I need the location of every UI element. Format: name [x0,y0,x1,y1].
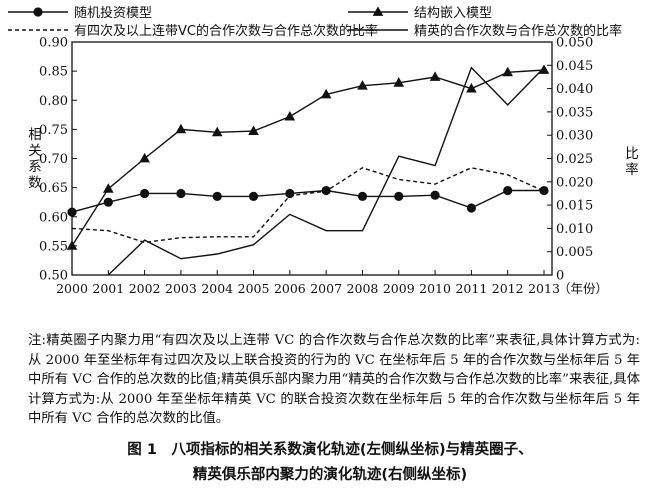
left-tick-label: 0.90 [39,36,68,51]
data-point [502,66,514,77]
data-point [140,188,150,199]
left-axis-label: 相关系数 [28,127,42,191]
left-tick-label: 0.60 [39,210,68,225]
left-tick-label: 0.85 [39,65,68,80]
axis-label-char: 率 [625,161,639,178]
data-point [139,152,150,163]
legend-marker [372,6,384,16]
data-point [248,191,259,201]
x-tick-label: 2011 [455,281,487,296]
data-point [357,80,368,90]
right-tick-label: 0.045 [556,59,593,74]
axis-label-char: 关 [28,143,42,159]
data-point [212,191,222,201]
figure-caption-line-1: 图 1 八项指标的相关系数演化轨迹(左侧纵坐标)与精英圈子、 [127,442,533,458]
data-point [357,191,368,201]
x-tick-label: 2002 [129,281,161,296]
axis-label-char: 数 [28,175,42,191]
x-tick-label: 2003 [165,281,197,296]
data-point [466,203,476,213]
data-point [284,110,296,121]
legend-label: 结构嵌入模型 [414,6,492,21]
x-tick-label: 2000 [56,281,88,296]
x-tick-label: 2012 [492,281,524,296]
right-tick-label: 0.050 [556,36,593,51]
x-tick-label: 2001 [92,281,124,296]
x-tick-label: 2008 [347,281,379,296]
axis-label-char: 比 [625,146,639,162]
legend-marker [33,7,43,17]
figure-caption-line-2: 精英俱乐部内聚力的演化轨迹(右侧纵坐标) [192,467,468,483]
data-point [103,197,113,207]
series-1 [67,185,549,217]
left-tick-label: 0.55 [39,239,68,254]
x-tick-label: 2006 [274,281,306,296]
right-tick-label: 0.015 [556,199,593,214]
data-point [430,190,440,200]
left-tick-label: 0.75 [39,123,68,138]
right-tick-label: 0.005 [556,245,593,260]
axis-label-char: 相 [28,127,42,143]
x-tick-label: 2005 [238,281,270,296]
data-point [248,125,259,136]
series-line [71,167,545,244]
right-tick-label: 0.040 [556,82,593,97]
series-line [71,69,545,247]
x-tick-label: 2010 [419,281,451,296]
data-point [538,64,550,74]
series-line [107,66,545,276]
data-point [66,240,78,250]
legend-item-2: 结构嵌入模型 [348,6,492,21]
right-tick-label: 0.030 [556,129,593,144]
data-point [67,207,77,217]
data-point [503,185,513,196]
axis-label-char: 系 [28,159,42,175]
data-point [320,88,332,99]
right-tick-label: 0 [556,269,564,284]
data-point [176,188,186,199]
data-point [429,71,441,81]
x-tick-label: 2007 [310,281,342,296]
x-tick-label: 2009 [383,281,415,296]
data-point [211,126,223,137]
data-point [393,77,405,87]
legend-item-3: 有四次及以上连带VC的合作次数与合作总次数的比率 [8,23,378,39]
data-point [466,83,477,93]
x-tick-label: 2013 [528,281,560,296]
right-tick-label: 0.010 [556,222,593,237]
data-point [102,183,114,193]
series-2 [66,64,550,250]
data-point [285,188,295,199]
chart-footnote: 注:精英圈子内聚力用“有四次及以上连带 VC 的合作次数与合作总次数的比率”来表… [28,333,641,426]
series-line [71,189,544,213]
data-point [394,191,404,201]
data-point [539,185,549,196]
left-tick-label: 0.50 [39,269,68,284]
left-tick-label: 0.65 [39,181,68,196]
right-axis-label: 比率 [625,146,639,178]
x-axis-unit: （年份） [558,281,608,296]
left-tick-label: 0.70 [39,152,68,167]
legend-item-4: 精英的合作次数与合作总次数的比率 [348,23,622,39]
legend-item-1: 随机投资模型 [8,5,152,21]
data-point [175,123,187,134]
legend-label: 有四次及以上连带VC的合作次数与合作总次数的比率 [74,23,378,39]
left-tick-label: 0.80 [39,94,68,109]
x-tick-label: 2004 [201,281,233,296]
right-tick-label: 0.025 [556,152,593,167]
series-4 [107,66,545,276]
legend-label: 精英的合作次数与合作总次数的比率 [414,23,622,39]
series-3 [71,167,545,244]
legend-label: 随机投资模型 [74,5,152,21]
right-tick-label: 0.035 [556,105,593,120]
right-tick-label: 0.020 [556,175,593,190]
